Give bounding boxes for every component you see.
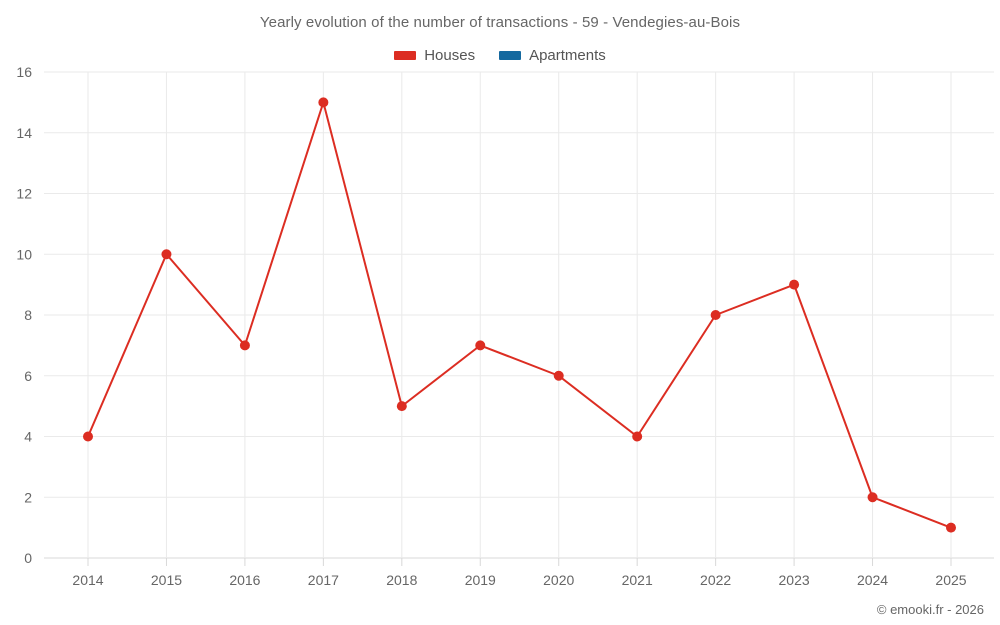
x-tick-label: 2025: [935, 572, 966, 588]
data-series-lines: [87, 101, 952, 529]
data-series-markers: [83, 97, 956, 533]
y-tick-label: 10: [16, 246, 32, 262]
data-point-houses[interactable]: [83, 431, 93, 442]
y-tick-label: 4: [24, 429, 32, 445]
y-tick-label: 12: [16, 186, 32, 202]
data-point-houses[interactable]: [632, 431, 643, 442]
legend-label-apartments: Apartments: [529, 46, 606, 64]
data-point-houses[interactable]: [946, 522, 956, 533]
y-tick-label: 8: [24, 307, 32, 323]
data-point-houses[interactable]: [867, 492, 878, 503]
legend-item-houses[interactable]: Houses: [394, 47, 475, 64]
x-tick-label: 2022: [700, 572, 731, 588]
x-tick-label: 2014: [72, 572, 103, 588]
x-tick-label: 2015: [151, 572, 182, 588]
x-tick-label: 2018: [386, 572, 417, 588]
legend-swatch-houses: [394, 50, 417, 60]
x-tick-label: 2016: [229, 572, 260, 588]
y-tick-label: 2: [24, 489, 32, 505]
footer-credit: © emooki.fr - 2026: [876, 602, 984, 617]
chart-legend: Houses Apartments: [0, 44, 1000, 66]
data-point-houses[interactable]: [161, 249, 172, 260]
y-tick-label: 14: [16, 125, 32, 141]
series-line-houses: [87, 101, 952, 529]
x-tick-label: 2023: [779, 572, 810, 588]
y-tick-label: 6: [24, 368, 32, 384]
y-tick-label: 16: [16, 64, 32, 80]
data-point-houses[interactable]: [318, 97, 329, 108]
y-tick-label: 0: [24, 550, 32, 566]
data-point-houses[interactable]: [710, 310, 721, 320]
data-point-houses[interactable]: [239, 340, 250, 351]
legend-item-apartments[interactable]: Apartments: [499, 47, 606, 64]
x-tick-label: 2017: [308, 572, 339, 588]
data-point-houses[interactable]: [396, 401, 407, 412]
x-tick-label: 2021: [622, 572, 653, 588]
data-point-houses[interactable]: [789, 279, 800, 290]
legend-swatch-apartments: [499, 50, 522, 60]
x-tick-label: 2020: [543, 572, 574, 588]
x-tick-label: 2024: [857, 572, 888, 588]
data-point-houses[interactable]: [475, 340, 486, 351]
x-axis-tick-labels: 2014 2015 2016 2017 2018 2019 2020 2021 2022 2023…: [72, 572, 966, 588]
x-tick-label: 2019: [465, 572, 496, 588]
legend-label-houses: Houses: [424, 46, 476, 64]
x-axis-ticks: [87, 558, 952, 566]
horizontal-gridlines: [44, 71, 994, 559]
y-axis-tick-labels: 0 2 4 6 8 10 12 14 16: [16, 64, 32, 566]
chart-title: Yearly evolution of the number of transa…: [259, 14, 741, 31]
data-point-houses[interactable]: [553, 370, 564, 381]
